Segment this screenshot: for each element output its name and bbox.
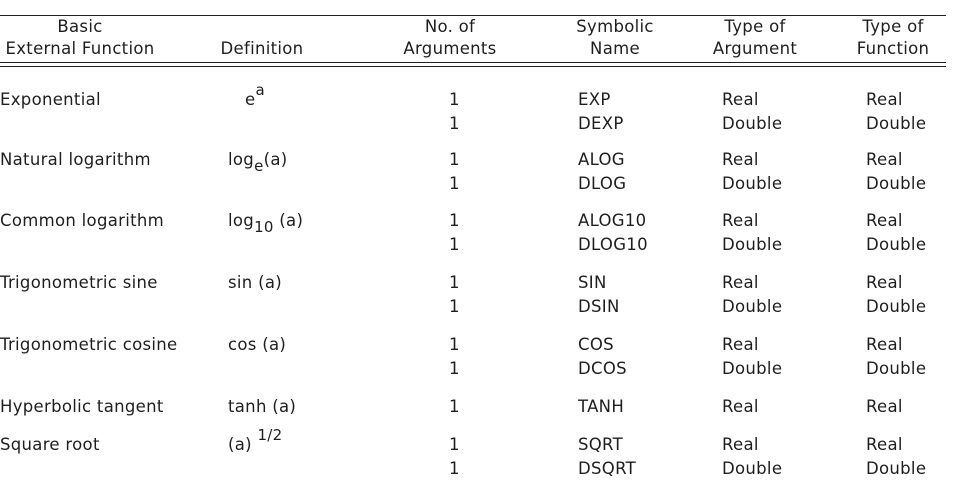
definition-part: (a) — [273, 211, 304, 230]
argument-type: Real — [722, 90, 759, 109]
argument-type: Real — [722, 150, 759, 169]
function-name: Exponential — [0, 90, 101, 109]
symbolic-name: DCOS — [578, 359, 627, 378]
definition: sin (a) — [228, 273, 282, 293]
function-type: Real — [866, 397, 903, 416]
argument-type: Real — [722, 397, 759, 416]
argument-count: 1 — [449, 335, 460, 354]
column-header: Type of — [862, 17, 924, 36]
function-name: Hyperbolic tangent — [0, 397, 164, 416]
column-header: Argument — [712, 39, 798, 58]
column-header: No. of — [424, 17, 476, 36]
column-header: Definition — [220, 39, 304, 58]
definition-part: 10 — [254, 218, 274, 236]
argument-count: 1 — [449, 273, 460, 292]
function-type: Double — [866, 235, 927, 254]
argument-type: Real — [722, 335, 759, 354]
symbolic-name: DLOG10 — [578, 235, 648, 254]
function-name: Natural logarithm — [0, 150, 151, 169]
definition-part: log — [228, 211, 255, 230]
argument-type: Real — [722, 273, 759, 292]
column-header: Name — [590, 39, 640, 58]
function-name: Square root — [0, 435, 100, 454]
symbolic-name: TANH — [578, 397, 625, 416]
symbolic-name: COS — [578, 335, 614, 354]
function-type: Real — [866, 435, 903, 454]
symbolic-name: ALOG — [578, 150, 625, 169]
function-type: Real — [866, 150, 903, 169]
function-type: Double — [866, 297, 927, 316]
argument-type: Real — [722, 435, 759, 454]
argument-type: Double — [722, 297, 783, 316]
argument-count: 1 — [449, 359, 460, 378]
symbolic-name: ALOG10 — [578, 211, 647, 230]
column-header: Arguments — [403, 39, 497, 58]
column-header: Function — [856, 39, 930, 58]
function-name: Trigonometric sine — [0, 273, 158, 292]
function-type: Real — [866, 335, 903, 354]
argument-count: 1 — [449, 174, 460, 193]
argument-count: 1 — [449, 114, 460, 133]
argument-type: Double — [722, 359, 783, 378]
column-header: External Function — [5, 39, 155, 58]
function-type: Double — [866, 359, 927, 378]
function-name: Common logarithm — [0, 211, 164, 230]
symbolic-name: SIN — [578, 273, 607, 292]
definition: log10 (a) — [228, 211, 304, 236]
function-type: Real — [866, 273, 903, 292]
definition-part: e — [254, 157, 264, 175]
definition-part: log — [228, 150, 255, 169]
column-header: Basic — [57, 17, 103, 36]
function-type: Double — [866, 459, 927, 478]
definition: (a) 1/2 — [228, 426, 282, 455]
function-type: Real — [866, 90, 903, 109]
symbolic-name: DEXP — [578, 114, 624, 133]
header-rule — [0, 66, 946, 67]
argument-count: 1 — [449, 435, 460, 454]
argument-count: 1 — [449, 459, 460, 478]
definition-part: cos (a) — [228, 335, 287, 354]
column-header: Symbolic — [576, 17, 654, 36]
definition-part: tanh (a) — [228, 397, 297, 416]
definition: loge(a) — [228, 150, 288, 175]
definition: cos (a) — [228, 335, 286, 355]
definition-part: a — [255, 81, 265, 99]
header-rule — [0, 62, 946, 63]
column-header: Type of — [724, 17, 786, 36]
argument-type: Double — [722, 174, 783, 193]
definition-part: sin (a) — [228, 273, 282, 292]
argument-count: 1 — [449, 150, 460, 169]
symbolic-name: DSIN — [578, 297, 620, 316]
symbolic-name: DLOG — [578, 174, 627, 193]
argument-count: 1 — [449, 211, 460, 230]
function-name: Trigonometric cosine — [0, 335, 178, 354]
argument-type: Double — [722, 114, 783, 133]
definition-part: e — [245, 90, 256, 109]
symbolic-name: EXP — [578, 90, 611, 109]
argument-count: 1 — [449, 397, 460, 416]
definition-part: (a) — [263, 150, 288, 169]
argument-type: Double — [722, 459, 783, 478]
definition: tanh (a) — [228, 397, 296, 417]
argument-type: Double — [722, 235, 783, 254]
definition: ea — [245, 81, 265, 110]
function-type: Double — [866, 114, 927, 133]
symbolic-name: DSQRT — [578, 459, 637, 478]
argument-count: 1 — [449, 297, 460, 316]
function-type: Real — [866, 211, 903, 230]
definition-part: 1/2 — [257, 426, 283, 444]
definition-part: (a) — [228, 435, 258, 454]
argument-count: 1 — [449, 235, 460, 254]
symbolic-name: SQRT — [578, 435, 624, 454]
function-type: Double — [866, 174, 927, 193]
argument-type: Real — [722, 211, 759, 230]
argument-count: 1 — [449, 90, 460, 109]
top-rule — [0, 15, 946, 16]
